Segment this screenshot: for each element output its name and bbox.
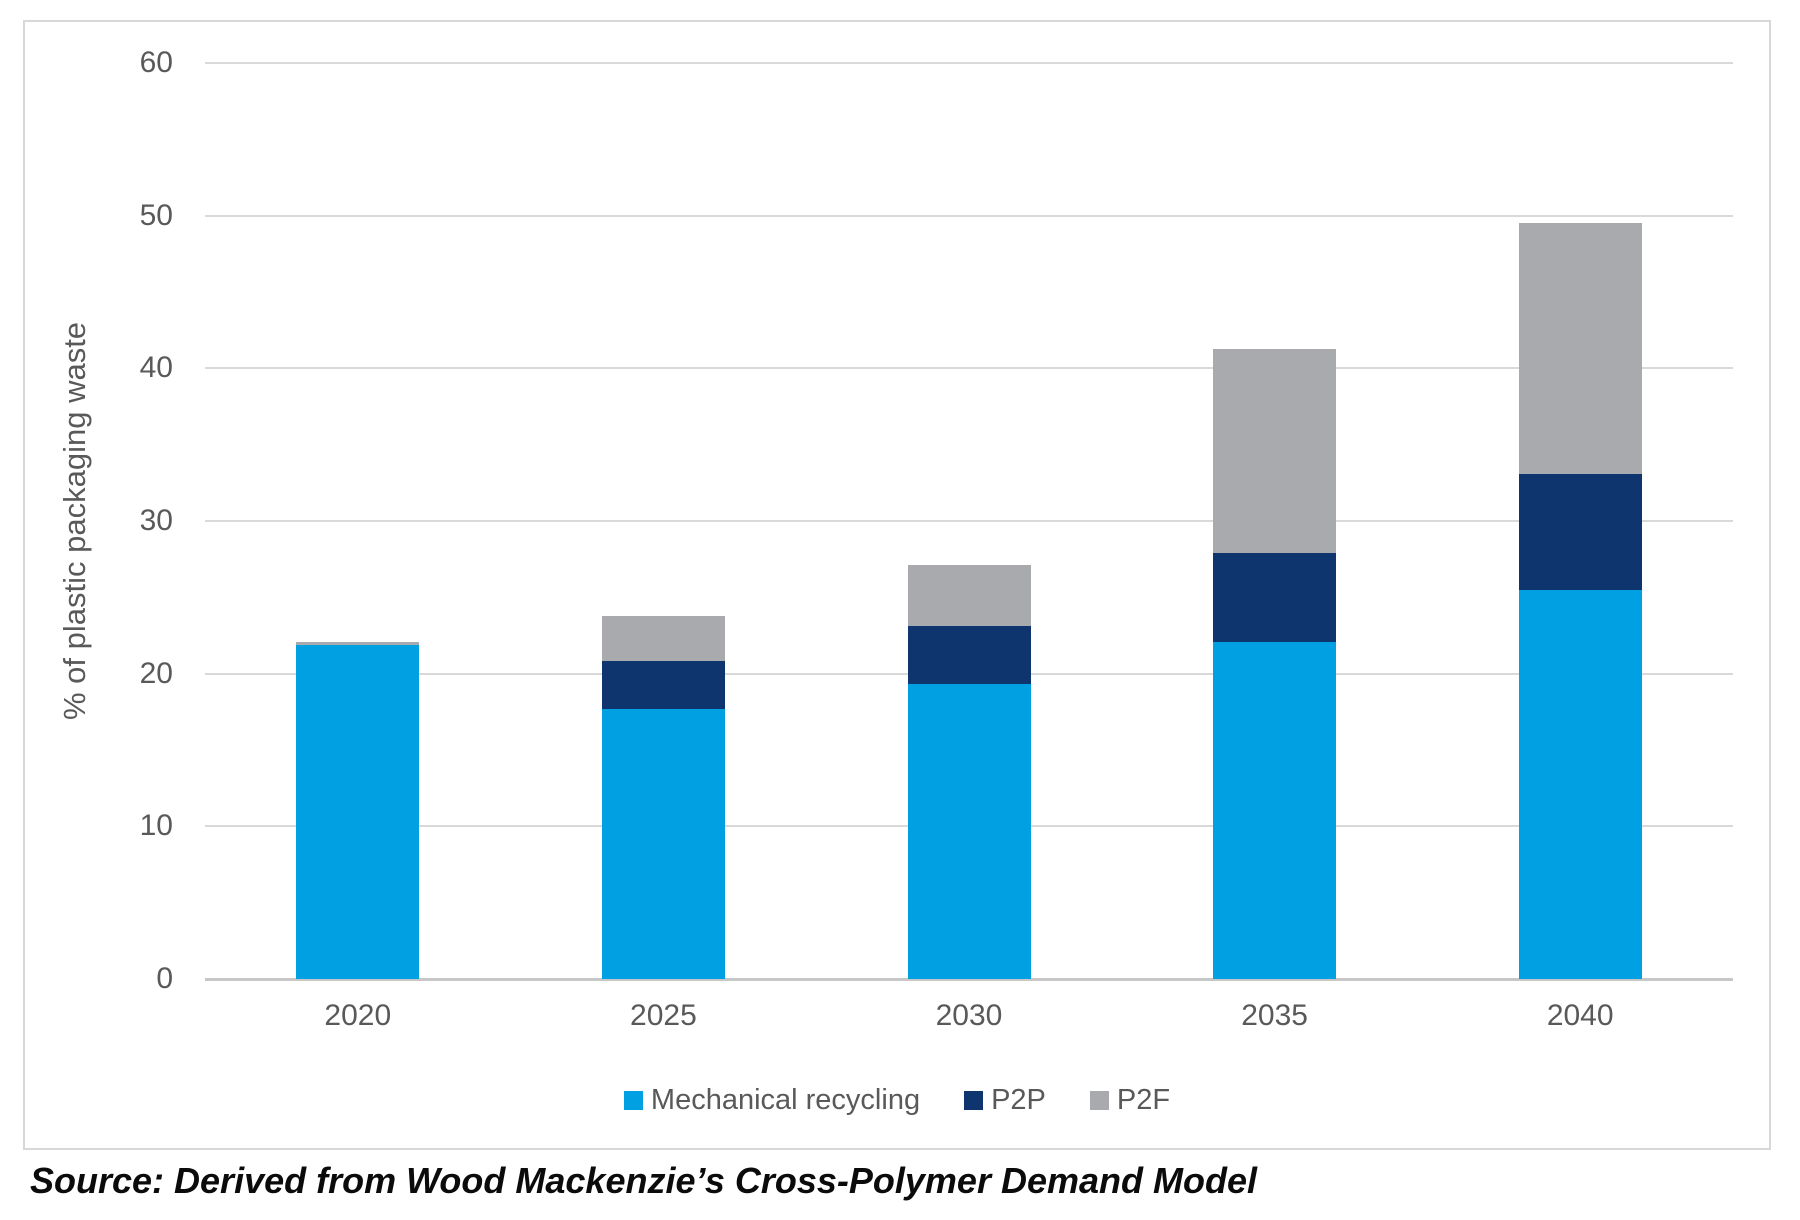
bar-2020: [296, 641, 420, 979]
x-tick-label-2035: 2035: [1241, 999, 1308, 1032]
y-tick-label-0: 0: [156, 962, 173, 995]
gridline-y-0: [205, 978, 1733, 981]
y-tick-label-10: 10: [139, 809, 173, 843]
legend-swatch-icon: [1089, 1091, 1109, 1110]
y-tick-label-20: 20: [139, 656, 173, 690]
bar-2040: [1518, 223, 1642, 979]
x-tick-label-2025: 2025: [630, 999, 697, 1032]
source-note: Source: Derived from Wood Mackenzie’s Cr…: [30, 1160, 1257, 1201]
gridline-y-50: [205, 214, 1733, 217]
gridline-y-30: [205, 520, 1733, 522]
bar-segment-2035-p2p: [1213, 553, 1337, 642]
bar-segment-2035-mechanical-recycling: [1213, 641, 1337, 979]
bar-2035: [1213, 348, 1337, 979]
x-tick-label-2020: 2020: [324, 999, 392, 1032]
bar-segment-2030-p2f: [907, 565, 1031, 627]
legend-label: P2F: [1116, 1084, 1171, 1116]
chart-frame: % of plastic packaging waste 0 10 20 30 40 50…: [23, 20, 1771, 1150]
bar-segment-2020-p2f: [296, 641, 420, 645]
legend-label: Mechanical recycling: [650, 1084, 921, 1116]
bar-segment-2025-mechanical-recycling: [601, 708, 725, 979]
legend-swatch-icon: [623, 1091, 643, 1110]
x-tick-label-2030: 2030: [935, 999, 1003, 1032]
legend-item-mechanical-recycling: Mechanical recycling: [623, 1084, 921, 1117]
bar-segment-2030-mechanical-recycling: [907, 684, 1031, 979]
bar-segment-2040-p2p: [1518, 473, 1642, 590]
gridline-y-60: [205, 62, 1733, 64]
bar-2030: [907, 565, 1031, 979]
legend-item-p2f: P2F: [1089, 1084, 1171, 1117]
plot-area: % of plastic packaging waste 0 10 20 30 40 50…: [57, 46, 1733, 1032]
bar-segment-2025-p2p: [601, 661, 725, 709]
bar-segment-2020-mechanical-recycling: [296, 644, 420, 979]
legend-label: P2P: [991, 1084, 1046, 1116]
bar-segment-2030-p2p: [907, 626, 1031, 685]
y-tick-label-60: 60: [139, 46, 173, 79]
y-tick-label-30: 30: [139, 504, 173, 537]
bar-segment-2040-mechanical-recycling: [1518, 589, 1642, 979]
bar-2025: [601, 615, 725, 979]
bar-segment-2035-p2f: [1213, 348, 1337, 554]
legend-item-p2p: P2P: [964, 1084, 1046, 1117]
bar-segment-2025-p2f: [601, 615, 725, 662]
legend: Mechanical recycling P2P P2F: [25, 1084, 1769, 1117]
y-tick-label-40: 40: [139, 351, 173, 385]
x-tick-label-2040: 2040: [1546, 999, 1614, 1032]
bar-segment-2040-p2f: [1518, 223, 1642, 474]
y-tick-label-50: 50: [139, 198, 173, 232]
gridline-y-40: [205, 367, 1733, 370]
legend-swatch-icon: [964, 1091, 984, 1110]
